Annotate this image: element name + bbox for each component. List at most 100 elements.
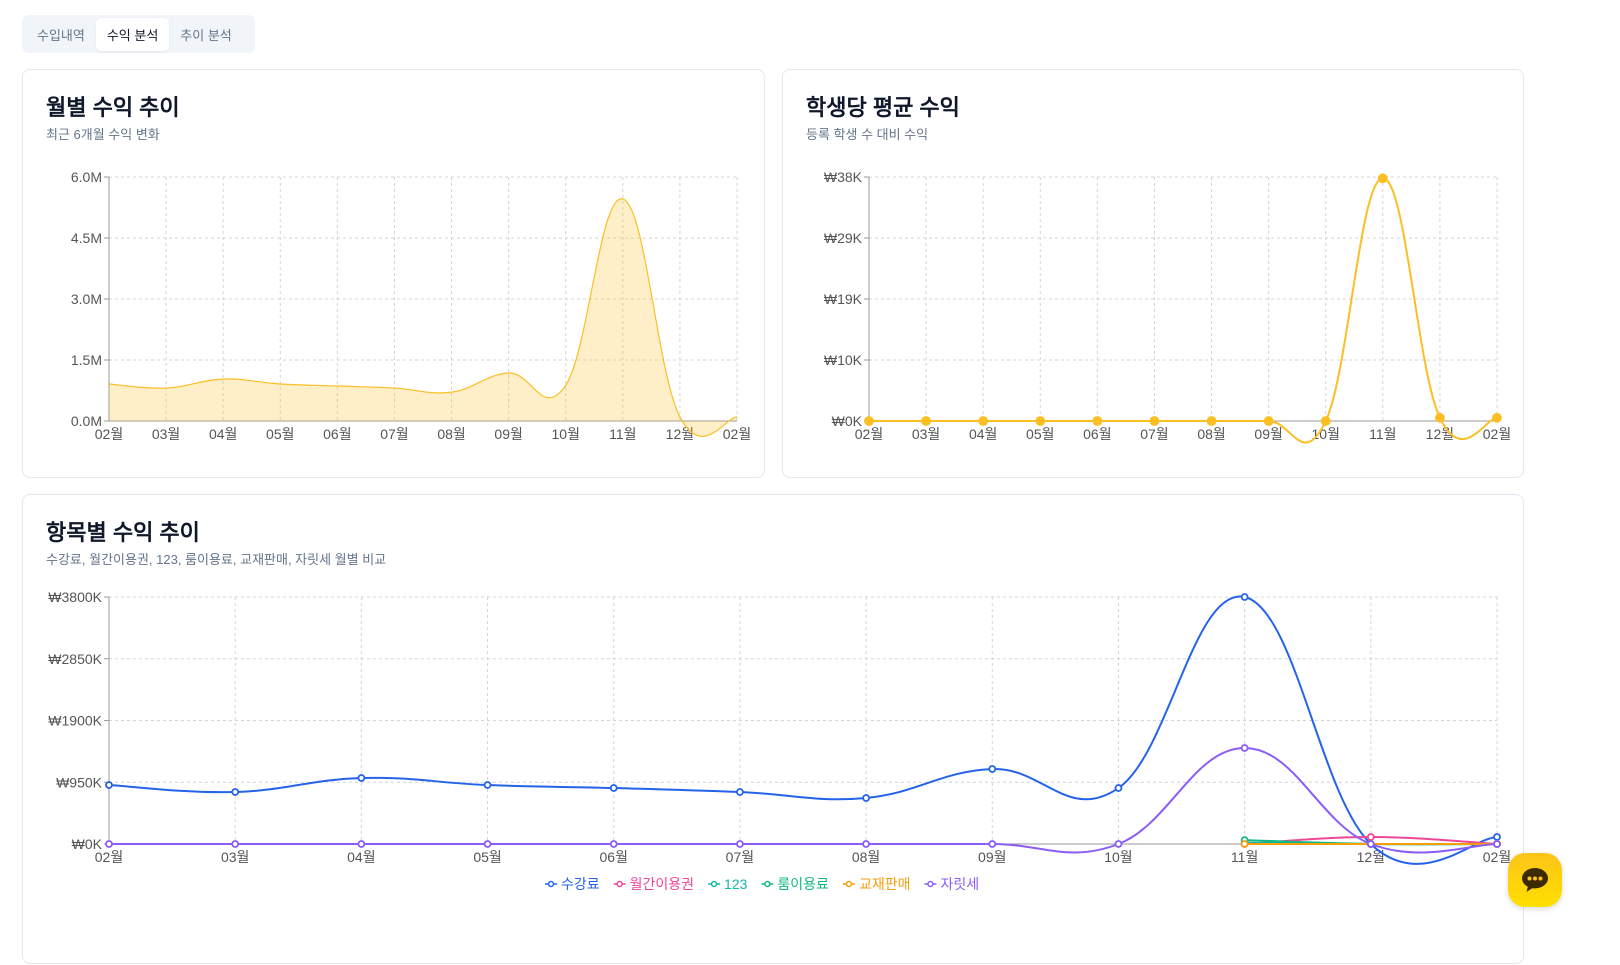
- tab-income-history[interactable]: 수입내역: [37, 27, 85, 43]
- x-tick-label: 09월: [1254, 426, 1282, 442]
- card-subtitle: 등록 학생 수 대비 수익: [806, 127, 929, 142]
- chat-button[interactable]: [1508, 853, 1562, 907]
- data-point: [736, 788, 744, 796]
- x-tick-label: 10월: [1312, 426, 1340, 442]
- data-point: [1035, 416, 1046, 426]
- x-tick-label: 04월: [209, 426, 237, 442]
- legend-label: 123: [724, 876, 748, 892]
- y-tick-label: ₩29K: [824, 230, 863, 246]
- y-tick-label: ₩950K: [56, 774, 103, 790]
- x-tick-label: 11월: [609, 426, 636, 442]
- data-point: [1114, 840, 1123, 848]
- x-tick-label: 05월: [1026, 426, 1054, 442]
- y-tick-label: ₩19K: [824, 291, 863, 307]
- x-tick-label: 05월: [266, 426, 294, 442]
- x-tick-label: 10월: [1104, 849, 1132, 865]
- legend-label: 자릿세: [940, 876, 979, 892]
- data-point: [1240, 593, 1249, 601]
- y-tick-label: 1.5M: [71, 352, 102, 368]
- y-tick-label: 4.5M: [71, 230, 102, 246]
- x-tick-label: 07월: [380, 426, 408, 442]
- data-point: [1240, 840, 1249, 848]
- x-tick-label: 09월: [494, 426, 522, 442]
- y-tick-label: ₩10K: [824, 352, 863, 368]
- data-point: [357, 774, 366, 782]
- x-tick-label: 02월: [95, 426, 123, 442]
- x-tick-label: 02월: [95, 849, 123, 865]
- legend-icon: [927, 880, 934, 888]
- data-point: [1149, 416, 1160, 426]
- data-point: [609, 784, 618, 792]
- y-tick-label: ₩2850K: [48, 651, 102, 667]
- data-point: [1493, 833, 1501, 841]
- card-title: 월별 수익 추이: [46, 95, 180, 120]
- data-point: [231, 840, 240, 848]
- x-tick-label: 07월: [1140, 426, 1168, 442]
- data-point: [1092, 416, 1103, 426]
- data-point: [862, 794, 870, 802]
- legend-label: 룸이용료: [777, 876, 829, 892]
- x-tick-label: 04월: [969, 426, 997, 442]
- data-point: [231, 788, 240, 796]
- y-tick-label: 6.0M: [71, 169, 102, 185]
- card-subtitle: 수강료, 월간이용권, 123, 룸이용료, 교재판매, 자릿세 월별 비교: [46, 552, 387, 567]
- data-point: [921, 416, 931, 426]
- legend-icon: [845, 880, 853, 888]
- x-tick-label: 12월: [1357, 849, 1385, 865]
- x-tick-label: 02월: [855, 426, 883, 442]
- x-tick-label: 02월: [723, 426, 751, 442]
- x-tick-label: 08월: [437, 426, 465, 442]
- data-point: [357, 840, 366, 848]
- legend-icon: [547, 880, 555, 888]
- data-point: [105, 840, 113, 848]
- data-point: [105, 781, 113, 789]
- y-tick-label: ₩3800K: [48, 589, 102, 605]
- data-point: [862, 840, 870, 848]
- series-line-자릿세: [109, 746, 1498, 854]
- data-point: [864, 416, 874, 426]
- tab-revenue-analysis[interactable]: 수익 분석: [95, 17, 170, 51]
- series-area: [109, 198, 737, 437]
- x-tick-label: 05월: [473, 849, 501, 865]
- legend-icon: [710, 880, 718, 888]
- tab-trend-analysis[interactable]: 추이 분석: [180, 27, 232, 43]
- series-line-수익: [108, 198, 738, 437]
- legend-icon: [764, 880, 771, 888]
- category-revenue-card: 항목별 수익 추이 수강료, 월간이용권, 123, 룸이용료, 교재판매, 자…: [22, 494, 1524, 964]
- data-point: [736, 840, 744, 848]
- legend-label: 교재판매: [859, 876, 911, 892]
- legend-icon: [616, 880, 623, 888]
- x-tick-label: 08월: [852, 849, 880, 865]
- card-title: 학생당 평균 수익: [806, 95, 960, 120]
- y-tick-label: ₩1900K: [48, 713, 102, 729]
- x-tick-label: 03월: [152, 426, 180, 442]
- data-point: [978, 416, 989, 426]
- legend-label: 월간이용권: [630, 876, 694, 892]
- data-point: [1320, 416, 1331, 426]
- x-tick-label: 02월: [1483, 426, 1511, 442]
- data-point: [609, 840, 618, 848]
- series-line-수강료: [108, 595, 1498, 865]
- x-tick-label: 02월: [1483, 849, 1511, 865]
- data-point: [1435, 412, 1445, 423]
- x-tick-label: 03월: [912, 426, 940, 442]
- y-tick-label: 0.0M: [71, 413, 102, 429]
- data-point: [483, 781, 492, 789]
- x-tick-label: 11월: [1369, 426, 1396, 442]
- x-tick-label: 06월: [600, 849, 628, 865]
- data-point: [1366, 833, 1375, 841]
- x-tick-label: 06월: [323, 426, 351, 442]
- data-point: [1493, 840, 1501, 848]
- x-tick-label: 07월: [726, 849, 754, 865]
- y-tick-label: 3.0M: [71, 291, 102, 307]
- x-tick-label: 08월: [1197, 426, 1225, 442]
- x-tick-label: 06월: [1083, 426, 1111, 442]
- data-point: [1492, 412, 1502, 423]
- legend-label: 수강료: [561, 876, 600, 892]
- y-tick-label: ₩0K: [832, 413, 863, 429]
- monthly-revenue-chart: 0.0M 1.5M 3.0M 4.5M 6.0M 02월 03월 04월 05월 06월 07월 08…: [71, 169, 751, 442]
- y-tick-label: ₩38K: [824, 169, 863, 185]
- data-point: [1240, 744, 1249, 752]
- chat-bubble-icon: [1522, 868, 1548, 892]
- data-point: [1377, 173, 1388, 184]
